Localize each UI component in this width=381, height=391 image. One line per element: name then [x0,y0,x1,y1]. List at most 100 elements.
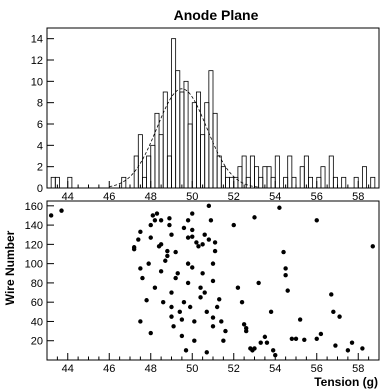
scatter-point [241,322,247,327]
scatter-x-tick-label: 52 [228,363,240,375]
scatter-y-tick-label: 40 [31,316,43,328]
scatter-point [196,244,201,249]
histogram-bar [179,91,185,189]
histogram-y-tick-label: 14 [31,34,43,46]
scatter-point [198,285,203,290]
histogram-bar [200,134,206,189]
histogram-bar [166,155,172,189]
scatter-point [283,273,288,278]
histogram-bar [162,91,168,189]
scatter-point [185,218,191,223]
scatter-point [256,280,261,286]
histogram-y-tick-label: 10 [31,76,43,88]
scatter-point [181,225,187,231]
histogram-x-tick-label: 44 [62,191,74,203]
histogram-x-tick-label: 58 [352,191,364,203]
scatter-point [179,317,185,322]
y-axis-title: Wire Number [3,230,17,305]
scatter-point [262,334,268,340]
histogram-bar [229,176,235,189]
scatter-point [206,237,212,242]
histogram-bar [303,155,309,189]
scatter-point [173,275,178,281]
scatter-point [202,232,207,237]
histogram-bar [50,176,56,189]
scatter-point [158,218,164,223]
scatter-point [337,314,342,319]
scatter-point [204,309,209,315]
histogram-bar [258,176,264,189]
gaussian-fit-curve [109,88,259,188]
scatter-point [333,343,338,348]
histogram-bar [299,166,305,189]
scatter-point [331,309,336,315]
scatter-y-tick-label: 140 [25,220,43,232]
scatter-point [277,205,282,210]
scatter-point [285,288,290,293]
scatter-point [239,299,245,305]
scatter-point [314,218,319,223]
scatter-point [273,352,278,358]
scatter-point [169,314,174,319]
histogram-bar [241,155,247,189]
histogram-bar [121,176,127,189]
scatter-point [165,253,170,259]
scatter-point [183,348,189,353]
histogram-bar [270,176,276,189]
scatter-point [181,299,187,305]
scatter-point [161,299,166,305]
scatter-point [258,340,263,345]
histogram-bar [320,166,326,189]
scatter-y-tick-label: 120 [25,239,43,251]
histogram-x-tick-label: 54 [269,191,281,203]
scatter-point [204,350,209,355]
scatter-point [144,298,149,303]
scatter-point [190,211,195,216]
scatter-y-tick-label: 60 [31,297,43,309]
scatter-point [192,319,197,324]
scatter-point [154,211,160,216]
histogram-bar [158,134,164,189]
scatter-point [138,319,143,324]
scatter-x-tick-label: 54 [269,363,281,375]
histogram-bar [341,176,347,189]
scatter-point [252,215,257,220]
x-axis-title: Tension (g) [314,375,378,389]
scatter-point [59,208,64,213]
scatter-point [169,304,174,310]
scatter-point [48,213,54,218]
scatter-point [219,319,224,324]
histogram-bar [171,38,177,189]
histogram-y-tick-label: 8 [37,98,43,110]
scatter-x-tick-label: 58 [352,363,364,375]
scatter-point [200,271,205,276]
histogram-bar [146,155,152,189]
scatter-point [235,285,241,290]
scatter-point [192,338,197,343]
histogram-bar [225,176,230,189]
scatter-point [214,304,220,310]
scatter-point [210,324,216,329]
scatter-x-tick-label: 48 [145,363,157,375]
histogram-bar [175,70,181,189]
histogram-bar [208,70,214,189]
histogram-bar [204,102,210,189]
scatter-x-tick-label: 44 [62,363,74,375]
histogram-bar [274,155,280,189]
scatter-point [231,222,236,228]
scatter-point [131,245,137,250]
histogram-bar [137,134,143,189]
scatter-point [349,340,355,345]
histogram-y-tick-label: 0 [37,183,43,195]
scatter-point [206,203,212,209]
scatter-point [179,333,185,339]
histogram-y-tick-label: 6 [37,119,43,131]
histogram-bar [216,155,222,189]
histogram-y-tick-label: 4 [37,140,43,152]
scatter-point [138,266,143,271]
histogram-bar [212,112,218,189]
histogram-x-tick-label: 52 [228,191,240,203]
scatter-point [146,261,151,266]
